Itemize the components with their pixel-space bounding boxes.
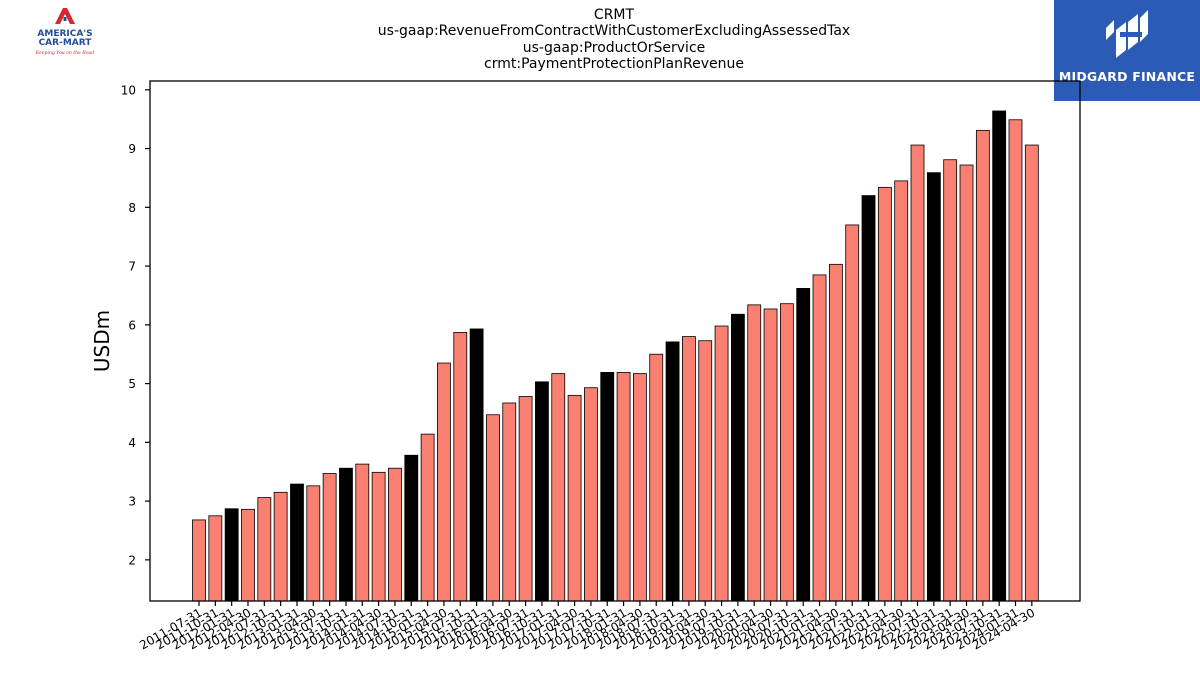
midgard-finance-logo: MIDGARD FINANCE [1054,0,1200,101]
bar-2016-01-31 [486,414,500,602]
bar-2012-01-31 [224,508,239,602]
midgard-m-icon [1106,10,1148,58]
chart-title-line-2: us-gaap:RevenueFromContractWithCustomerE… [377,23,851,40]
bar-2017-07-31 [584,387,598,602]
y-tick-label: 8 [128,201,136,215]
bar-2014-04-30 [371,471,386,602]
bar-2020-01-31 [747,304,762,602]
bar-2022-10-31 [926,172,941,602]
y-tick-label: 2 [128,553,136,567]
bar-2018-04-30 [633,373,647,602]
bar-2023-04-30 [959,164,974,602]
y-axis-label: USDm [90,310,114,372]
bar-2022-04-30 [894,180,909,602]
bar-2017-10-31 [600,372,615,602]
y-tick-label: 4 [128,436,136,450]
bar-2023-07-31 [975,129,990,602]
bar-2021-07-31 [845,224,860,602]
bar-2021-01-31 [812,274,827,602]
bar-2018-01-31 [616,372,631,602]
bar-2020-10-31 [796,288,811,602]
y-tick-label: 10 [121,83,136,97]
bar-2013-10-31 [339,467,353,602]
bar-2015-10-31 [469,328,484,602]
chart-title-line-3: us-gaap:ProductOrService [522,39,706,56]
bar-2021-10-31 [861,195,876,602]
bar-2017-04-30 [567,394,582,602]
bar-2022-07-31 [910,144,925,602]
bar-2014-07-31 [388,467,402,602]
plot-frame [149,80,1081,602]
chart-title-line-4: crmt:PaymentProtectionPlanRevenue [484,55,744,72]
bar-2020-04-30 [763,308,778,602]
bar-2011-07-31 [192,519,206,602]
bar-2019-10-31 [730,313,745,602]
bar-2016-07-31 [518,396,533,602]
bar-2024-04-30 [1024,144,1039,602]
chart-title-line-1: CRMT [593,7,635,23]
bar-2015-01-31 [420,433,435,602]
y-tick-label: 5 [128,377,136,391]
bar-2015-07-31 [453,332,468,602]
y-tick-label: 3 [128,495,136,509]
bar-2018-10-31 [665,341,680,602]
bar-2016-10-31 [535,381,549,602]
bar-2023-10-31 [992,110,1007,602]
bar-2023-01-31 [943,159,958,602]
bar-2012-04-30 [241,508,255,602]
americas-car-mart-logo: AMERICA'S CAR-MART Keeping You on the Ro… [35,8,94,56]
bar-2019-01-31 [682,336,696,602]
bar-2024-01-31 [1008,119,1023,602]
bar-2011-10-31 [208,515,223,602]
bar-2013-07-31 [322,473,337,602]
bar-2012-10-31 [273,491,288,602]
chart-title-block: CRMT us-gaap:RevenueFromContractWithCust… [300,7,928,72]
bar-2017-01-31 [551,373,566,602]
bar-2012-07-31 [257,497,272,602]
bar-2013-04-30 [306,485,321,602]
bar-2019-04-30 [698,340,713,602]
car-mart-a-icon [55,8,75,24]
bar-2016-04-30 [502,402,517,602]
midgard-brand-name: MIDGARD FINANCE [1058,69,1196,84]
logo-tagline: Keeping You on the Road [35,50,94,56]
bar-2013-01-31 [290,483,304,602]
bar-2020-07-31 [779,303,794,602]
y-tick-label: 7 [128,260,136,274]
bar-2015-04-30 [437,362,451,602]
bar-2022-01-31 [877,186,892,602]
bar-2021-04-30 [828,263,843,602]
logo-name-line-1: AMERICA'S [37,29,92,39]
bar-2014-01-31 [355,463,370,602]
logo-name-line-2: CAR-MART [39,38,93,48]
y-tick-label: 9 [128,142,136,156]
bar-2018-07-31 [649,353,664,602]
bar-2019-07-31 [714,325,729,602]
y-tick-label: 6 [128,318,136,332]
bar-2014-10-31 [404,454,419,602]
